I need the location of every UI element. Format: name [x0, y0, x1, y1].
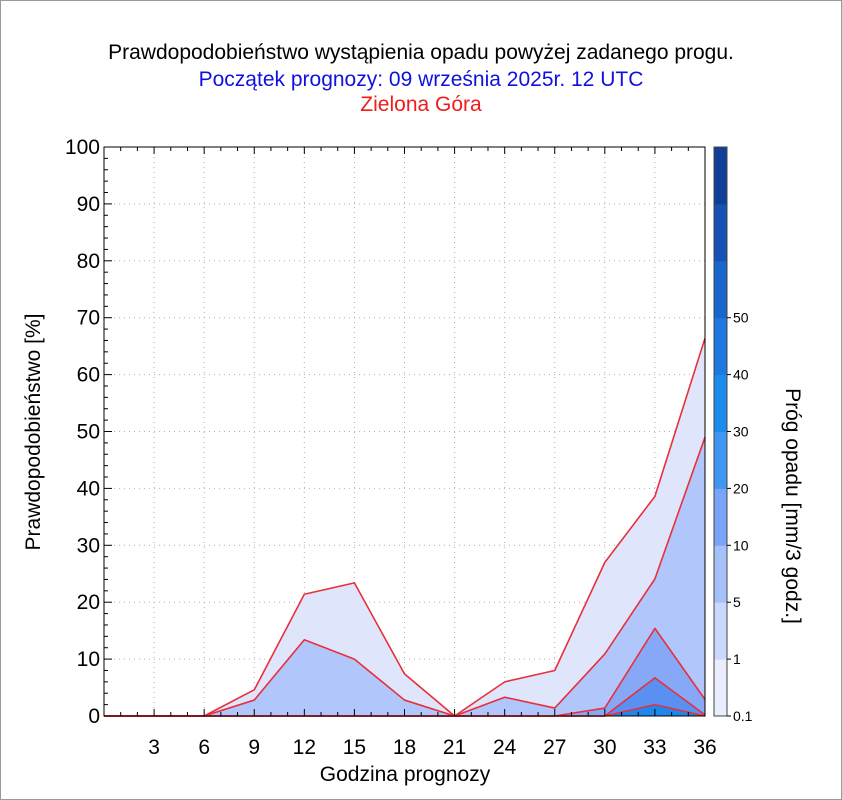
y-tick-label: 100: [65, 136, 100, 159]
y-tick-label: 90: [77, 193, 100, 216]
y-tick-label: 50: [77, 421, 100, 444]
colorbar-band: [714, 431, 727, 489]
colorbar-label: Próg opadu [mm/3 godz.]: [781, 388, 804, 624]
colorbar-level-label: 40: [733, 367, 749, 383]
y-tick-label: 0: [88, 705, 100, 728]
colorbar-level-label: 20: [733, 480, 749, 496]
colorbar-band: [714, 545, 727, 603]
x-tick-label: 33: [643, 736, 666, 759]
x-tick-label: 12: [293, 736, 316, 759]
y-tick-label: 10: [77, 648, 100, 671]
x-tick-label: 6: [198, 736, 210, 759]
colorbar-level-label: 0.1: [733, 708, 753, 724]
x-tick-label: 3: [148, 736, 160, 759]
chart-title: Prawdopodobieństwo wystąpienia opadu pow…: [108, 41, 734, 64]
colorbar-band: [714, 203, 727, 262]
colorbar-band: [714, 147, 727, 205]
colorbar-band: [714, 488, 727, 546]
colorbar-band: [714, 260, 727, 319]
y-axis-label: Prawdopodobieństwo [%]: [22, 314, 45, 551]
y-tick-label: 20: [77, 591, 100, 614]
y-tick-label: 30: [77, 534, 100, 557]
y-tick-label: 60: [77, 364, 100, 387]
x-tick-label: 9: [248, 736, 260, 759]
x-tick-label: 21: [443, 736, 466, 759]
chart-subtitle: Początek prognozy: 09 września 2025r. 12…: [198, 68, 644, 91]
x-tick-label: 24: [493, 736, 517, 759]
y-tick-label: 80: [77, 250, 100, 273]
colorbar-band: [714, 602, 727, 660]
chart-location: Zielona Góra: [360, 93, 482, 116]
x-tick-label: 18: [393, 736, 416, 759]
colorbar-band: [714, 374, 727, 432]
colorbar-band: [714, 659, 727, 717]
colorbar-level-label: 50: [733, 310, 749, 326]
x-tick-label: 36: [693, 736, 716, 759]
colorbar: 0.1 1 5 10 20 30 40 50: [713, 146, 753, 724]
colorbar-level-label: 30: [733, 424, 749, 440]
colorbar-level-label: 1: [733, 651, 741, 667]
axes: 3 6 9 12 15 18 21 24 27 30 33 360102030405060708090…: [65, 136, 717, 759]
area-threshold-20: [104, 704, 705, 716]
colorbar-level-label: 5: [733, 594, 741, 610]
y-tick-label: 40: [77, 477, 100, 500]
x-tick-label: 30: [593, 736, 616, 759]
colorbar-level-label: 10: [733, 537, 749, 553]
y-tick-label: 70: [77, 307, 100, 330]
colorbar-band: [714, 317, 727, 376]
x-tick-label: 27: [543, 736, 566, 759]
x-axis-label: Godzina prognozy: [320, 763, 491, 786]
x-tick-label: 15: [343, 736, 366, 759]
